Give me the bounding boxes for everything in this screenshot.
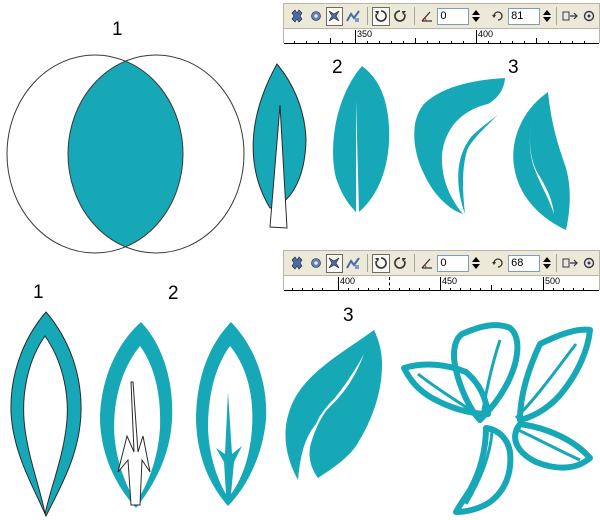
angle-input[interactable]: 0 (437, 7, 470, 25)
flower-veins (417, 339, 581, 505)
flower-petal-left (401, 361, 491, 417)
rotation-icon (489, 254, 507, 273)
leaf-rim-step-2 (100, 322, 173, 508)
flower (401, 322, 593, 515)
arrow-cutter (117, 381, 151, 506)
horizontal-ruler: 400 450 500 (284, 275, 599, 291)
ruler-label: 450 (442, 276, 458, 286)
ellipses-intersection-group (6, 54, 245, 254)
convert-icon[interactable] (561, 7, 579, 26)
petal-body (285, 330, 382, 480)
intersect-icon[interactable] (325, 253, 344, 273)
petal-right (513, 92, 570, 230)
petal-right-highlight (529, 110, 554, 214)
triangle-cutter (269, 104, 288, 229)
petal-highlight (318, 354, 364, 418)
arrow-leaf (196, 322, 267, 506)
angle-icon (419, 254, 437, 273)
petals-step-3 (414, 78, 570, 230)
step-label-1: 1 (112, 19, 123, 40)
inner-leaf-cutout (23, 335, 68, 515)
flower-petal-top (451, 322, 521, 423)
rotation-spinner[interactable] (542, 254, 552, 272)
horizontal-ruler: 350 400 (284, 28, 599, 44)
angle-icon (419, 7, 437, 26)
simplify-icon[interactable] (344, 7, 362, 26)
step-label-2-bottom: 2 (168, 283, 179, 304)
step-label-2: 2 (332, 57, 343, 78)
weld-icon[interactable] (288, 7, 306, 26)
rotate-cw-icon[interactable] (372, 253, 390, 273)
rim-cutout (114, 346, 161, 502)
weld-icon[interactable] (288, 254, 306, 273)
flower-petal-right (517, 326, 593, 423)
leaf-arrow-cut (196, 322, 267, 506)
ruler-label: 350 (357, 29, 373, 39)
leaf-outline-step-1 (10, 311, 82, 518)
rim-leaf (100, 322, 173, 508)
trim-icon[interactable] (307, 7, 325, 26)
rotation-spinner[interactable] (542, 7, 552, 25)
ruler-label: 500 (545, 276, 561, 286)
intersect-icon[interactable] (325, 6, 344, 26)
angle-spinner[interactable] (471, 7, 481, 25)
options-icon[interactable] (580, 254, 598, 273)
leaf-shape (252, 63, 307, 209)
vein-left (417, 372, 481, 418)
options-icon[interactable] (580, 7, 598, 26)
petal-left-stroke (458, 110, 502, 214)
leaf-step-2 (333, 66, 390, 212)
angle-input[interactable]: 0 (437, 254, 470, 272)
intersection-lens (68, 55, 183, 253)
rotate-ccw-icon[interactable] (391, 7, 409, 26)
flower-petal-lower-right (512, 421, 593, 471)
step-label-1-bottom: 1 (33, 282, 44, 303)
simplify-icon[interactable] (344, 254, 362, 273)
step-label-3: 3 (508, 57, 519, 78)
property-bar-top: 0 81 350 400 (283, 3, 600, 44)
rotation-input[interactable]: 81 (508, 7, 541, 25)
trim-icon[interactable] (307, 254, 325, 273)
step-label-3-bottom: 3 (343, 305, 354, 326)
rotate-ccw-icon[interactable] (391, 254, 409, 273)
ruler-label: 400 (340, 276, 356, 286)
convert-icon[interactable] (561, 254, 579, 273)
vein-bottom (464, 431, 494, 505)
rotation-input[interactable]: 68 (508, 254, 541, 272)
left-ellipse (6, 54, 184, 254)
arrow-cutout (208, 346, 253, 494)
rotation-icon (489, 7, 507, 26)
outer-leaf (10, 311, 82, 518)
vein-lower-right (513, 426, 581, 462)
right-ellipse (67, 54, 245, 254)
petal-step-3-bottom (285, 330, 382, 480)
leaf-slit-shape (333, 66, 390, 212)
vein-top (480, 339, 502, 417)
angle-spinner[interactable] (471, 254, 481, 272)
petal-left (414, 78, 505, 214)
ruler-label: 400 (478, 29, 494, 39)
flower-petal-bottom (453, 425, 514, 515)
vein-right (514, 343, 578, 420)
rotate-cw-icon[interactable] (372, 6, 390, 26)
leaf-with-cutter (252, 63, 307, 229)
property-bar-bottom: 0 68 400 450 500 (283, 250, 600, 291)
